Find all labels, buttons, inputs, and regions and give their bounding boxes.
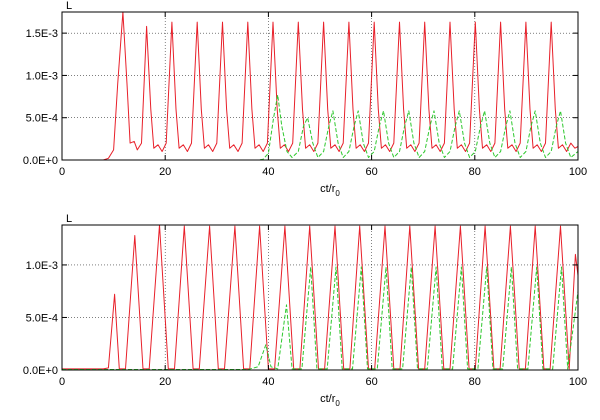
x-tick-label: 60 (365, 166, 377, 178)
x-tick-label: 100 (569, 376, 587, 388)
dashed-green-series-line (62, 266, 578, 370)
solid-red-series-line (62, 225, 578, 370)
y-tick-label: 1.0E-3 (26, 70, 58, 82)
x-tick-label: 80 (469, 166, 481, 178)
x-tick-label: 0 (59, 166, 65, 178)
plot-frame (61, 224, 579, 371)
x-tick-label: 40 (262, 376, 274, 388)
x-tick-label: 80 (469, 376, 481, 388)
y-tick-label: 1.5E-3 (26, 28, 58, 40)
x-tick-label: 40 (262, 166, 274, 178)
y-axis-label: L (66, 213, 72, 225)
dashed-green-series-line (62, 94, 578, 160)
y-axis-label: L (66, 0, 72, 12)
x-tick-label: 20 (159, 166, 171, 178)
y-tick-label: 0.0E+0 (23, 365, 58, 377)
x-axis-label: ct/r0 (320, 183, 340, 198)
x-tick-label: 60 (365, 376, 377, 388)
solid-red-series-line (62, 12, 578, 160)
bottom-plot: 0 20 40 60 80 100 0.0E+0 5.0E-4 1.0E-3 Lct/r0 (23, 213, 587, 408)
y-tick-label: 5.0E-4 (26, 312, 58, 324)
top-plot: 0 20 40 60 80 100 0.0E+0 5.0E-4 1.0E-3 1.5E-3 Lct/… (23, 0, 587, 198)
plot-frame (61, 11, 579, 161)
y-tick-label: 1.0E-3 (26, 260, 58, 272)
x-axis-label: ct/r0 (320, 393, 340, 408)
x-tick-label: 0 (59, 376, 65, 388)
y-tick-label: 0.0E+0 (23, 155, 58, 167)
y-tick-label: 5.0E-4 (26, 113, 58, 125)
x-tick-label: 100 (569, 166, 587, 178)
x-tick-label: 20 (159, 376, 171, 388)
